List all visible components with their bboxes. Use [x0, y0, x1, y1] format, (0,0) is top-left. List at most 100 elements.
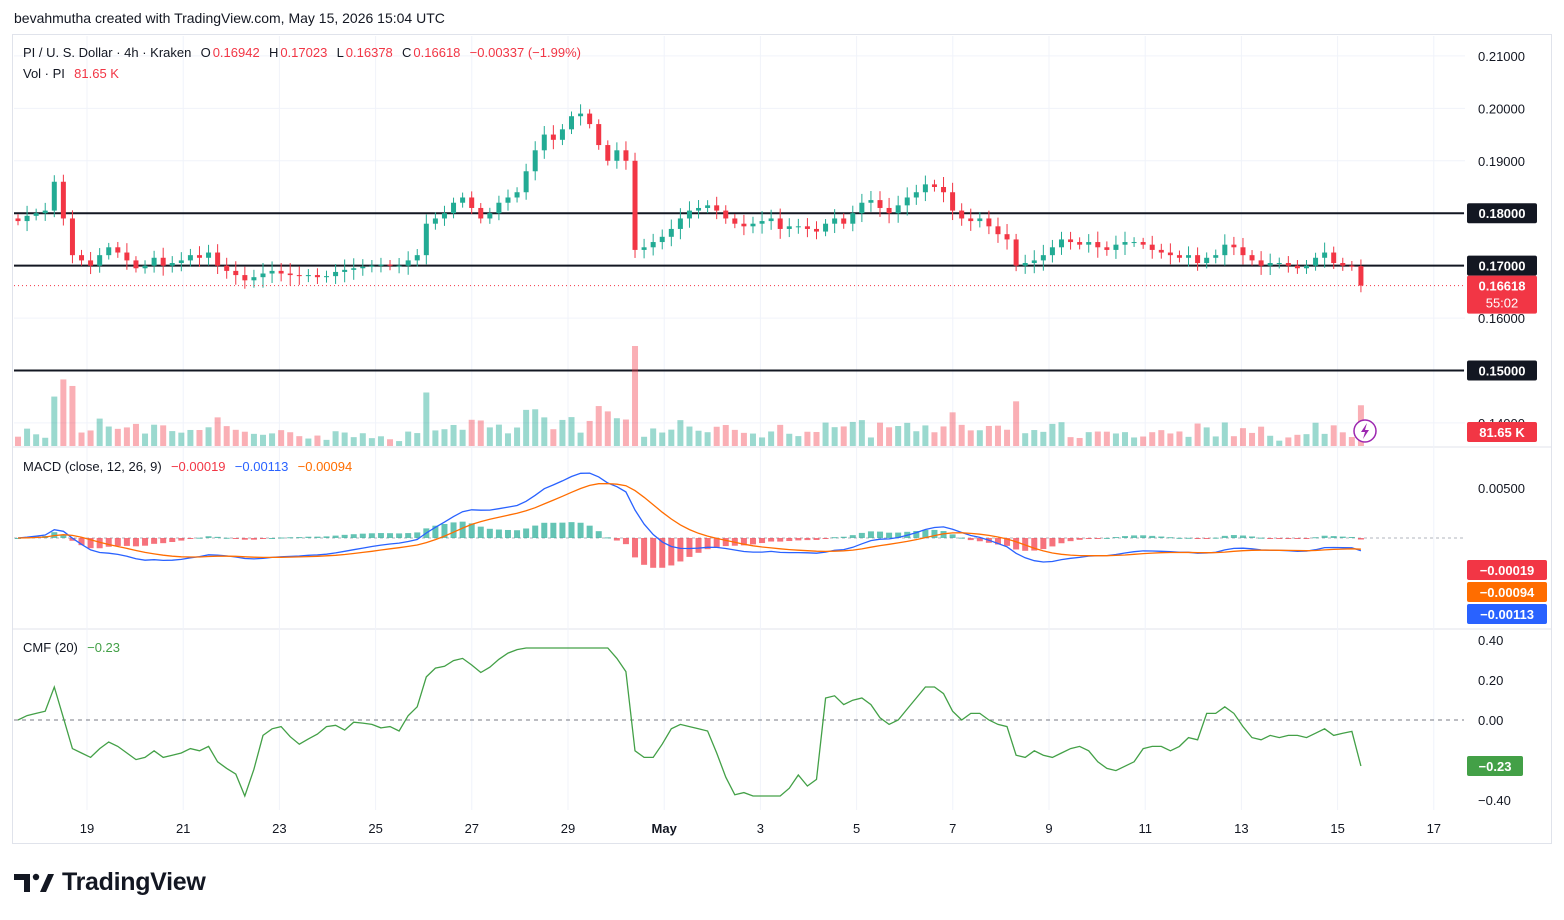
- macd-histogram-bar: [296, 537, 303, 539]
- volume-bar: [731, 429, 738, 446]
- volume-bar: [441, 429, 448, 446]
- candle-body: [523, 171, 529, 193]
- candle-body: [1195, 255, 1201, 264]
- candle-body: [333, 271, 339, 277]
- macd-histogram-bar: [169, 538, 176, 543]
- volume-bar: [223, 426, 230, 446]
- macd-histogram-bar: [1004, 538, 1011, 546]
- tradingview-logo[interactable]: TradingView: [14, 868, 206, 897]
- time-tick-label: 21: [176, 821, 190, 836]
- volume-bar: [477, 420, 484, 446]
- macd-histogram-bar: [595, 531, 602, 538]
- macd-histogram-bar: [196, 537, 203, 539]
- candle-body: [451, 202, 457, 214]
- volume-bar: [396, 441, 403, 446]
- candle-body: [1022, 263, 1028, 266]
- volume-bar: [940, 426, 947, 446]
- volume-bar: [114, 428, 121, 446]
- macd-histogram-bar: [1131, 535, 1138, 538]
- volume-bar: [1040, 431, 1047, 446]
- candle-body: [88, 260, 94, 266]
- macd-histogram-bar: [60, 534, 67, 538]
- macd-histogram-bar: [1058, 538, 1065, 544]
- volume-bar: [196, 430, 203, 446]
- symbol-title[interactable]: PI / U. S. Dollar · 4h · Kraken: [23, 45, 192, 60]
- macd-histogram-bar: [341, 534, 348, 538]
- volume-label[interactable]: Vol · PI: [23, 66, 65, 81]
- candle-body: [505, 197, 511, 203]
- candle-body: [886, 207, 892, 214]
- time-tick-label: 27: [465, 821, 479, 836]
- volume-bar: [949, 412, 956, 446]
- candle-body: [278, 270, 284, 274]
- macd-histogram-bar: [895, 532, 902, 538]
- candle-body: [1095, 242, 1101, 248]
- candle-body: [260, 273, 266, 278]
- candle-body: [823, 223, 829, 232]
- candle-body: [1149, 244, 1155, 250]
- volume-bar: [269, 433, 276, 446]
- macd-histogram-bar: [142, 538, 149, 546]
- candle-body: [723, 210, 729, 219]
- macd-histogram-bar: [704, 538, 711, 550]
- macd-histogram-bar: [387, 533, 394, 538]
- macd-histogram-bar: [223, 537, 230, 539]
- time-tick-label: 29: [561, 821, 575, 836]
- candle-body: [51, 181, 57, 211]
- candle-body: [959, 210, 965, 219]
- macd-histogram-bar: [250, 538, 257, 540]
- candle-body: [732, 218, 738, 224]
- candle-body: [432, 218, 438, 224]
- volume-bar: [368, 438, 375, 446]
- macd-histogram-bar: [722, 538, 729, 547]
- candle-body: [968, 218, 974, 222]
- volume-bar: [1067, 437, 1074, 446]
- candle-body: [1303, 265, 1309, 269]
- macd-signal-line: [17, 482, 1361, 559]
- cmf-value: −0.23: [87, 640, 121, 655]
- level-price-badge: [1467, 255, 1537, 276]
- candle-body: [296, 275, 302, 277]
- candle-body: [396, 265, 402, 267]
- candle-body: [841, 218, 847, 224]
- candle-body: [1086, 242, 1092, 245]
- volume-bar: [359, 433, 366, 446]
- macd-histogram-bar: [586, 525, 593, 538]
- macd-histogram-bar: [577, 522, 584, 538]
- macd-histogram-bar: [1076, 538, 1083, 540]
- candle-body: [224, 265, 230, 271]
- candle-body: [759, 221, 765, 224]
- volume-bar: [514, 427, 521, 446]
- candle-body: [178, 260, 184, 264]
- macd-label[interactable]: MACD (close, 12, 26, 9): [23, 459, 162, 474]
- macd-histogram-bar: [350, 534, 357, 538]
- volume-bar: [967, 430, 974, 446]
- macd-histogram-bar: [1094, 538, 1101, 539]
- macd-value-badge: [1467, 560, 1547, 580]
- volume-bar: [1276, 440, 1283, 446]
- volume-bar: [1022, 433, 1029, 446]
- macd-histogram-bar: [831, 537, 838, 539]
- volume-bar: [1221, 422, 1228, 446]
- volume-bar: [622, 419, 629, 446]
- macd-histogram-bar: [414, 532, 421, 538]
- volume-bar: [1076, 437, 1083, 446]
- volume-bar: [659, 432, 666, 446]
- candle-body: [977, 218, 983, 222]
- cmf-label[interactable]: CMF (20): [23, 640, 78, 655]
- candle-body: [242, 275, 248, 281]
- macd-histogram-bar: [604, 537, 611, 539]
- candle-body: [587, 113, 593, 125]
- candle-body: [1186, 255, 1192, 258]
- macd-histogram-bar: [749, 538, 756, 545]
- volume-bar: [414, 433, 421, 446]
- candle-body: [387, 264, 393, 266]
- macd-histogram-bar: [1122, 536, 1129, 538]
- macd-histogram-bar: [931, 529, 938, 538]
- macd-histogram-bar: [613, 538, 620, 541]
- cmf-line: [17, 647, 1362, 798]
- volume-bar: [15, 436, 21, 446]
- candle-body: [1013, 239, 1019, 266]
- volume-bar: [1348, 437, 1355, 446]
